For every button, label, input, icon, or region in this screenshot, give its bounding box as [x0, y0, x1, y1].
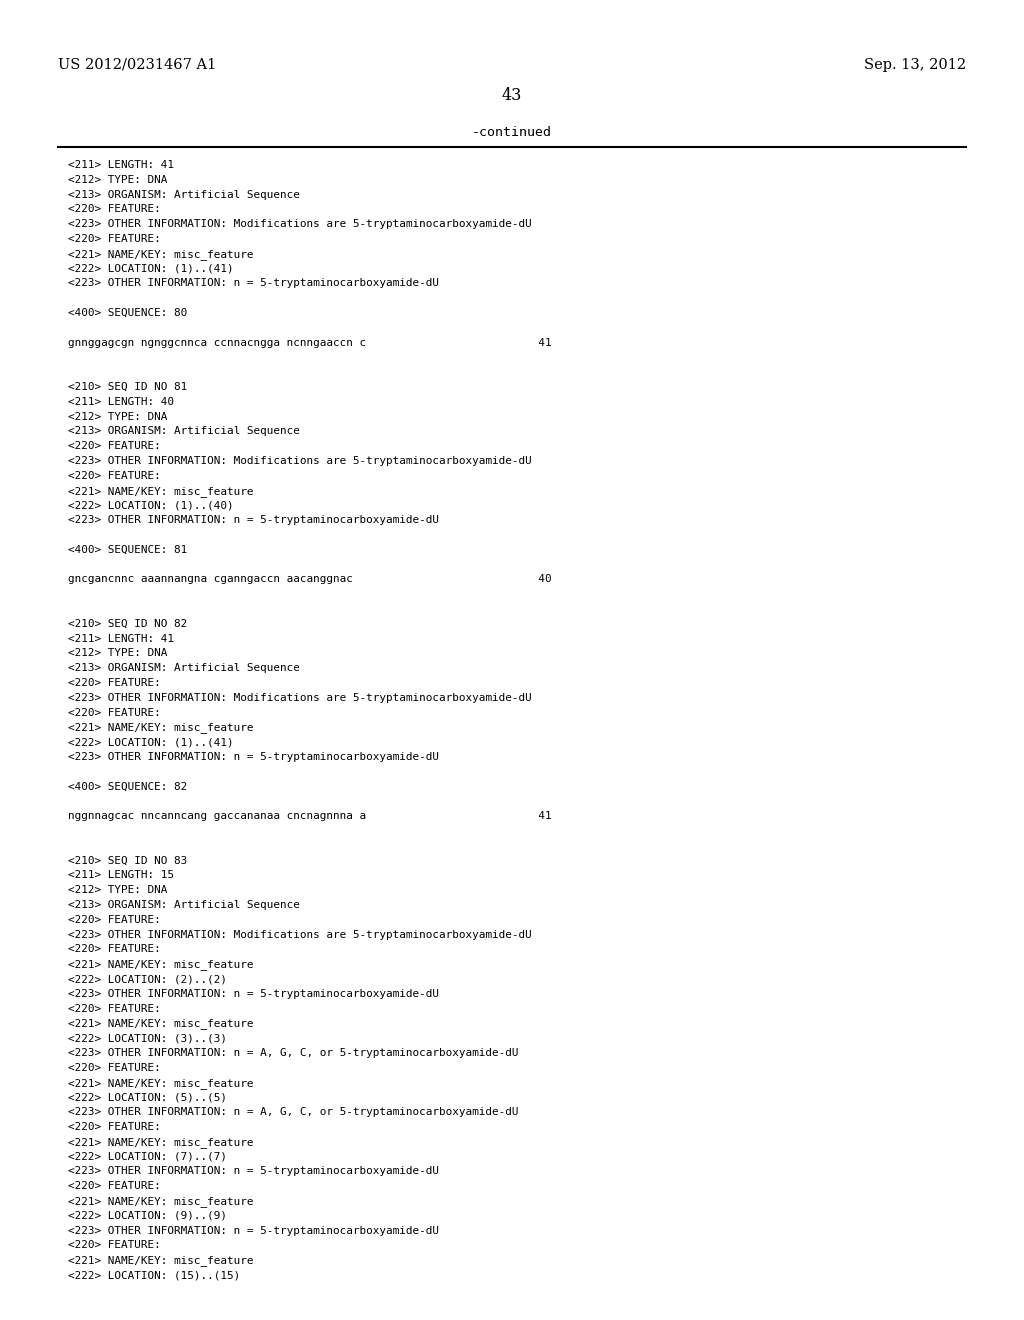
- Text: <220> FEATURE:: <220> FEATURE:: [68, 944, 161, 954]
- Text: <212> TYPE: DNA: <212> TYPE: DNA: [68, 174, 167, 185]
- Text: -continued: -continued: [472, 125, 552, 139]
- Text: <210> SEQ ID NO 81: <210> SEQ ID NO 81: [68, 381, 187, 392]
- Text: <221> NAME/KEY: misc_feature: <221> NAME/KEY: misc_feature: [68, 1196, 254, 1206]
- Text: <223> OTHER INFORMATION: n = A, G, C, or 5-tryptaminocarboxyamide-dU: <223> OTHER INFORMATION: n = A, G, C, or…: [68, 1107, 518, 1117]
- Text: <222> LOCATION: (1)..(40): <222> LOCATION: (1)..(40): [68, 500, 233, 511]
- Text: <400> SEQUENCE: 82: <400> SEQUENCE: 82: [68, 781, 187, 792]
- Text: <220> FEATURE:: <220> FEATURE:: [68, 915, 161, 925]
- Text: gncgancnnc aaannangna cganngaccn aacanggnac                            40: gncgancnnc aaannangna cganngaccn aacangg…: [68, 574, 552, 585]
- Text: <220> FEATURE:: <220> FEATURE:: [68, 1122, 161, 1133]
- Text: <213> ORGANISM: Artificial Sequence: <213> ORGANISM: Artificial Sequence: [68, 190, 300, 199]
- Text: <220> FEATURE:: <220> FEATURE:: [68, 1241, 161, 1250]
- Text: <222> LOCATION: (9)..(9): <222> LOCATION: (9)..(9): [68, 1210, 227, 1221]
- Text: <221> NAME/KEY: misc_feature: <221> NAME/KEY: misc_feature: [68, 1077, 254, 1089]
- Text: <212> TYPE: DNA: <212> TYPE: DNA: [68, 648, 167, 659]
- Text: <211> LENGTH: 15: <211> LENGTH: 15: [68, 870, 174, 880]
- Text: <213> ORGANISM: Artificial Sequence: <213> ORGANISM: Artificial Sequence: [68, 900, 300, 909]
- Text: <220> FEATURE:: <220> FEATURE:: [68, 1063, 161, 1073]
- Text: <222> LOCATION: (1)..(41): <222> LOCATION: (1)..(41): [68, 264, 233, 273]
- Text: <222> LOCATION: (3)..(3): <222> LOCATION: (3)..(3): [68, 1034, 227, 1043]
- Text: US 2012/0231467 A1: US 2012/0231467 A1: [58, 58, 216, 73]
- Text: gnnggagcgn ngnggcnnca ccnnacngga ncnngaaccn c                          41: gnnggagcgn ngnggcnnca ccnnacngga ncnngaa…: [68, 338, 552, 347]
- Text: <211> LENGTH: 41: <211> LENGTH: 41: [68, 634, 174, 644]
- Text: <223> OTHER INFORMATION: n = 5-tryptaminocarboxyamide-dU: <223> OTHER INFORMATION: n = 5-tryptamin…: [68, 752, 439, 762]
- Text: <220> FEATURE:: <220> FEATURE:: [68, 441, 161, 451]
- Text: <223> OTHER INFORMATION: Modifications are 5-tryptaminocarboxyamide-dU: <223> OTHER INFORMATION: Modifications a…: [68, 219, 531, 230]
- Text: <223> OTHER INFORMATION: n = 5-tryptaminocarboxyamide-dU: <223> OTHER INFORMATION: n = 5-tryptamin…: [68, 989, 439, 999]
- Text: nggnnagcac nncanncang gaccananaa cncnagnnna a                          41: nggnnagcac nncanncang gaccananaa cncnagn…: [68, 812, 552, 821]
- Text: <220> FEATURE:: <220> FEATURE:: [68, 708, 161, 718]
- Text: <222> LOCATION: (1)..(41): <222> LOCATION: (1)..(41): [68, 737, 233, 747]
- Text: <212> TYPE: DNA: <212> TYPE: DNA: [68, 886, 167, 895]
- Text: <211> LENGTH: 40: <211> LENGTH: 40: [68, 397, 174, 407]
- Text: <220> FEATURE:: <220> FEATURE:: [68, 1181, 161, 1191]
- Text: <220> FEATURE:: <220> FEATURE:: [68, 1003, 161, 1014]
- Text: <221> NAME/KEY: misc_feature: <221> NAME/KEY: misc_feature: [68, 1137, 254, 1147]
- Text: <212> TYPE: DNA: <212> TYPE: DNA: [68, 412, 167, 421]
- Text: <222> LOCATION: (5)..(5): <222> LOCATION: (5)..(5): [68, 1093, 227, 1102]
- Text: <400> SEQUENCE: 81: <400> SEQUENCE: 81: [68, 545, 187, 554]
- Text: <223> OTHER INFORMATION: n = 5-tryptaminocarboxyamide-dU: <223> OTHER INFORMATION: n = 5-tryptamin…: [68, 279, 439, 288]
- Text: <220> FEATURE:: <220> FEATURE:: [68, 678, 161, 688]
- Text: <221> NAME/KEY: misc_feature: <221> NAME/KEY: misc_feature: [68, 960, 254, 970]
- Text: <221> NAME/KEY: misc_feature: <221> NAME/KEY: misc_feature: [68, 248, 254, 260]
- Text: <223> OTHER INFORMATION: Modifications are 5-tryptaminocarboxyamide-dU: <223> OTHER INFORMATION: Modifications a…: [68, 929, 531, 940]
- Text: <222> LOCATION: (2)..(2): <222> LOCATION: (2)..(2): [68, 974, 227, 983]
- Text: Sep. 13, 2012: Sep. 13, 2012: [864, 58, 966, 73]
- Text: <210> SEQ ID NO 83: <210> SEQ ID NO 83: [68, 855, 187, 866]
- Text: 43: 43: [502, 87, 522, 104]
- Text: <222> LOCATION: (15)..(15): <222> LOCATION: (15)..(15): [68, 1270, 241, 1280]
- Text: <223> OTHER INFORMATION: n = 5-tryptaminocarboxyamide-dU: <223> OTHER INFORMATION: n = 5-tryptamin…: [68, 515, 439, 525]
- Text: <223> OTHER INFORMATION: n = A, G, C, or 5-tryptaminocarboxyamide-dU: <223> OTHER INFORMATION: n = A, G, C, or…: [68, 1048, 518, 1059]
- Text: <210> SEQ ID NO 82: <210> SEQ ID NO 82: [68, 619, 187, 628]
- Text: <211> LENGTH: 41: <211> LENGTH: 41: [68, 160, 174, 170]
- Text: <220> FEATURE:: <220> FEATURE:: [68, 234, 161, 244]
- Text: <223> OTHER INFORMATION: n = 5-tryptaminocarboxyamide-dU: <223> OTHER INFORMATION: n = 5-tryptamin…: [68, 1167, 439, 1176]
- Text: <223> OTHER INFORMATION: Modifications are 5-tryptaminocarboxyamide-dU: <223> OTHER INFORMATION: Modifications a…: [68, 693, 531, 702]
- Text: <213> ORGANISM: Artificial Sequence: <213> ORGANISM: Artificial Sequence: [68, 663, 300, 673]
- Text: <221> NAME/KEY: misc_feature: <221> NAME/KEY: misc_feature: [68, 486, 254, 496]
- Text: <221> NAME/KEY: misc_feature: <221> NAME/KEY: misc_feature: [68, 1019, 254, 1030]
- Text: <223> OTHER INFORMATION: n = 5-tryptaminocarboxyamide-dU: <223> OTHER INFORMATION: n = 5-tryptamin…: [68, 1225, 439, 1236]
- Text: <213> ORGANISM: Artificial Sequence: <213> ORGANISM: Artificial Sequence: [68, 426, 300, 437]
- Text: <400> SEQUENCE: 80: <400> SEQUENCE: 80: [68, 308, 187, 318]
- Text: <220> FEATURE:: <220> FEATURE:: [68, 205, 161, 214]
- Text: <222> LOCATION: (7)..(7): <222> LOCATION: (7)..(7): [68, 1151, 227, 1162]
- Text: <220> FEATURE:: <220> FEATURE:: [68, 471, 161, 480]
- Text: <223> OTHER INFORMATION: Modifications are 5-tryptaminocarboxyamide-dU: <223> OTHER INFORMATION: Modifications a…: [68, 455, 531, 466]
- Text: <221> NAME/KEY: misc_feature: <221> NAME/KEY: misc_feature: [68, 1255, 254, 1266]
- Text: <221> NAME/KEY: misc_feature: <221> NAME/KEY: misc_feature: [68, 722, 254, 734]
